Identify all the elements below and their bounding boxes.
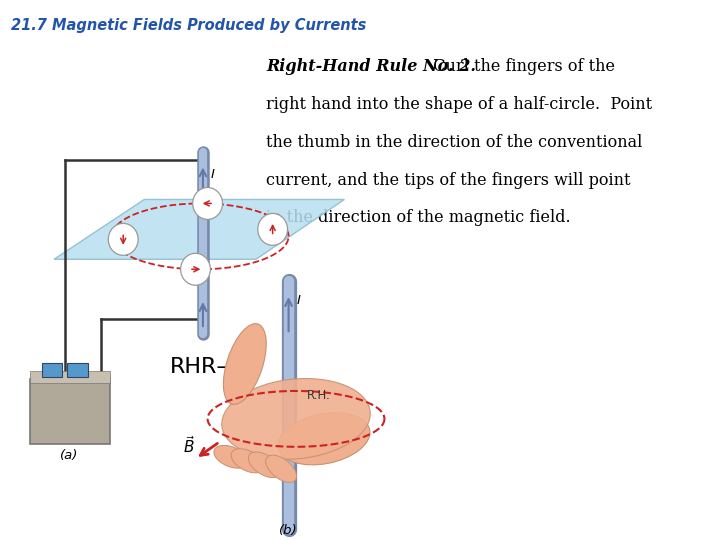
Text: the thumb in the direction of the conventional: the thumb in the direction of the conven… — [266, 133, 643, 151]
Ellipse shape — [278, 413, 370, 465]
Bar — [67, 363, 88, 377]
Text: (b): (b) — [279, 524, 298, 537]
Text: $\vec{B}$: $\vec{B}$ — [184, 435, 196, 456]
Text: right hand into the shape of a half-circle.  Point: right hand into the shape of a half-circ… — [266, 96, 652, 113]
Circle shape — [258, 213, 287, 245]
Circle shape — [181, 253, 210, 285]
Ellipse shape — [248, 452, 280, 477]
Circle shape — [193, 187, 222, 219]
Text: RHR–2: RHR–2 — [171, 357, 243, 377]
Ellipse shape — [223, 323, 266, 404]
Text: R.H.: R.H. — [307, 389, 331, 402]
Ellipse shape — [214, 446, 248, 468]
Ellipse shape — [266, 455, 297, 482]
Bar — [42, 363, 63, 377]
Ellipse shape — [231, 449, 264, 473]
Text: I: I — [210, 167, 215, 180]
Ellipse shape — [222, 379, 370, 459]
Circle shape — [108, 224, 138, 255]
Polygon shape — [54, 199, 344, 259]
Text: I: I — [297, 294, 301, 307]
Text: Right-Hand Rule No. 2.: Right-Hand Rule No. 2. — [266, 58, 476, 75]
FancyBboxPatch shape — [30, 371, 110, 383]
Text: (a): (a) — [60, 449, 78, 462]
Text: in the direction of the magnetic field.: in the direction of the magnetic field. — [266, 210, 571, 226]
Text: 21.7 Magnetic Fields Produced by Currents: 21.7 Magnetic Fields Produced by Current… — [12, 18, 366, 33]
FancyBboxPatch shape — [30, 379, 110, 444]
Text: Curl the fingers of the: Curl the fingers of the — [423, 58, 615, 75]
Text: current, and the tips of the fingers will point: current, and the tips of the fingers wil… — [266, 172, 631, 188]
